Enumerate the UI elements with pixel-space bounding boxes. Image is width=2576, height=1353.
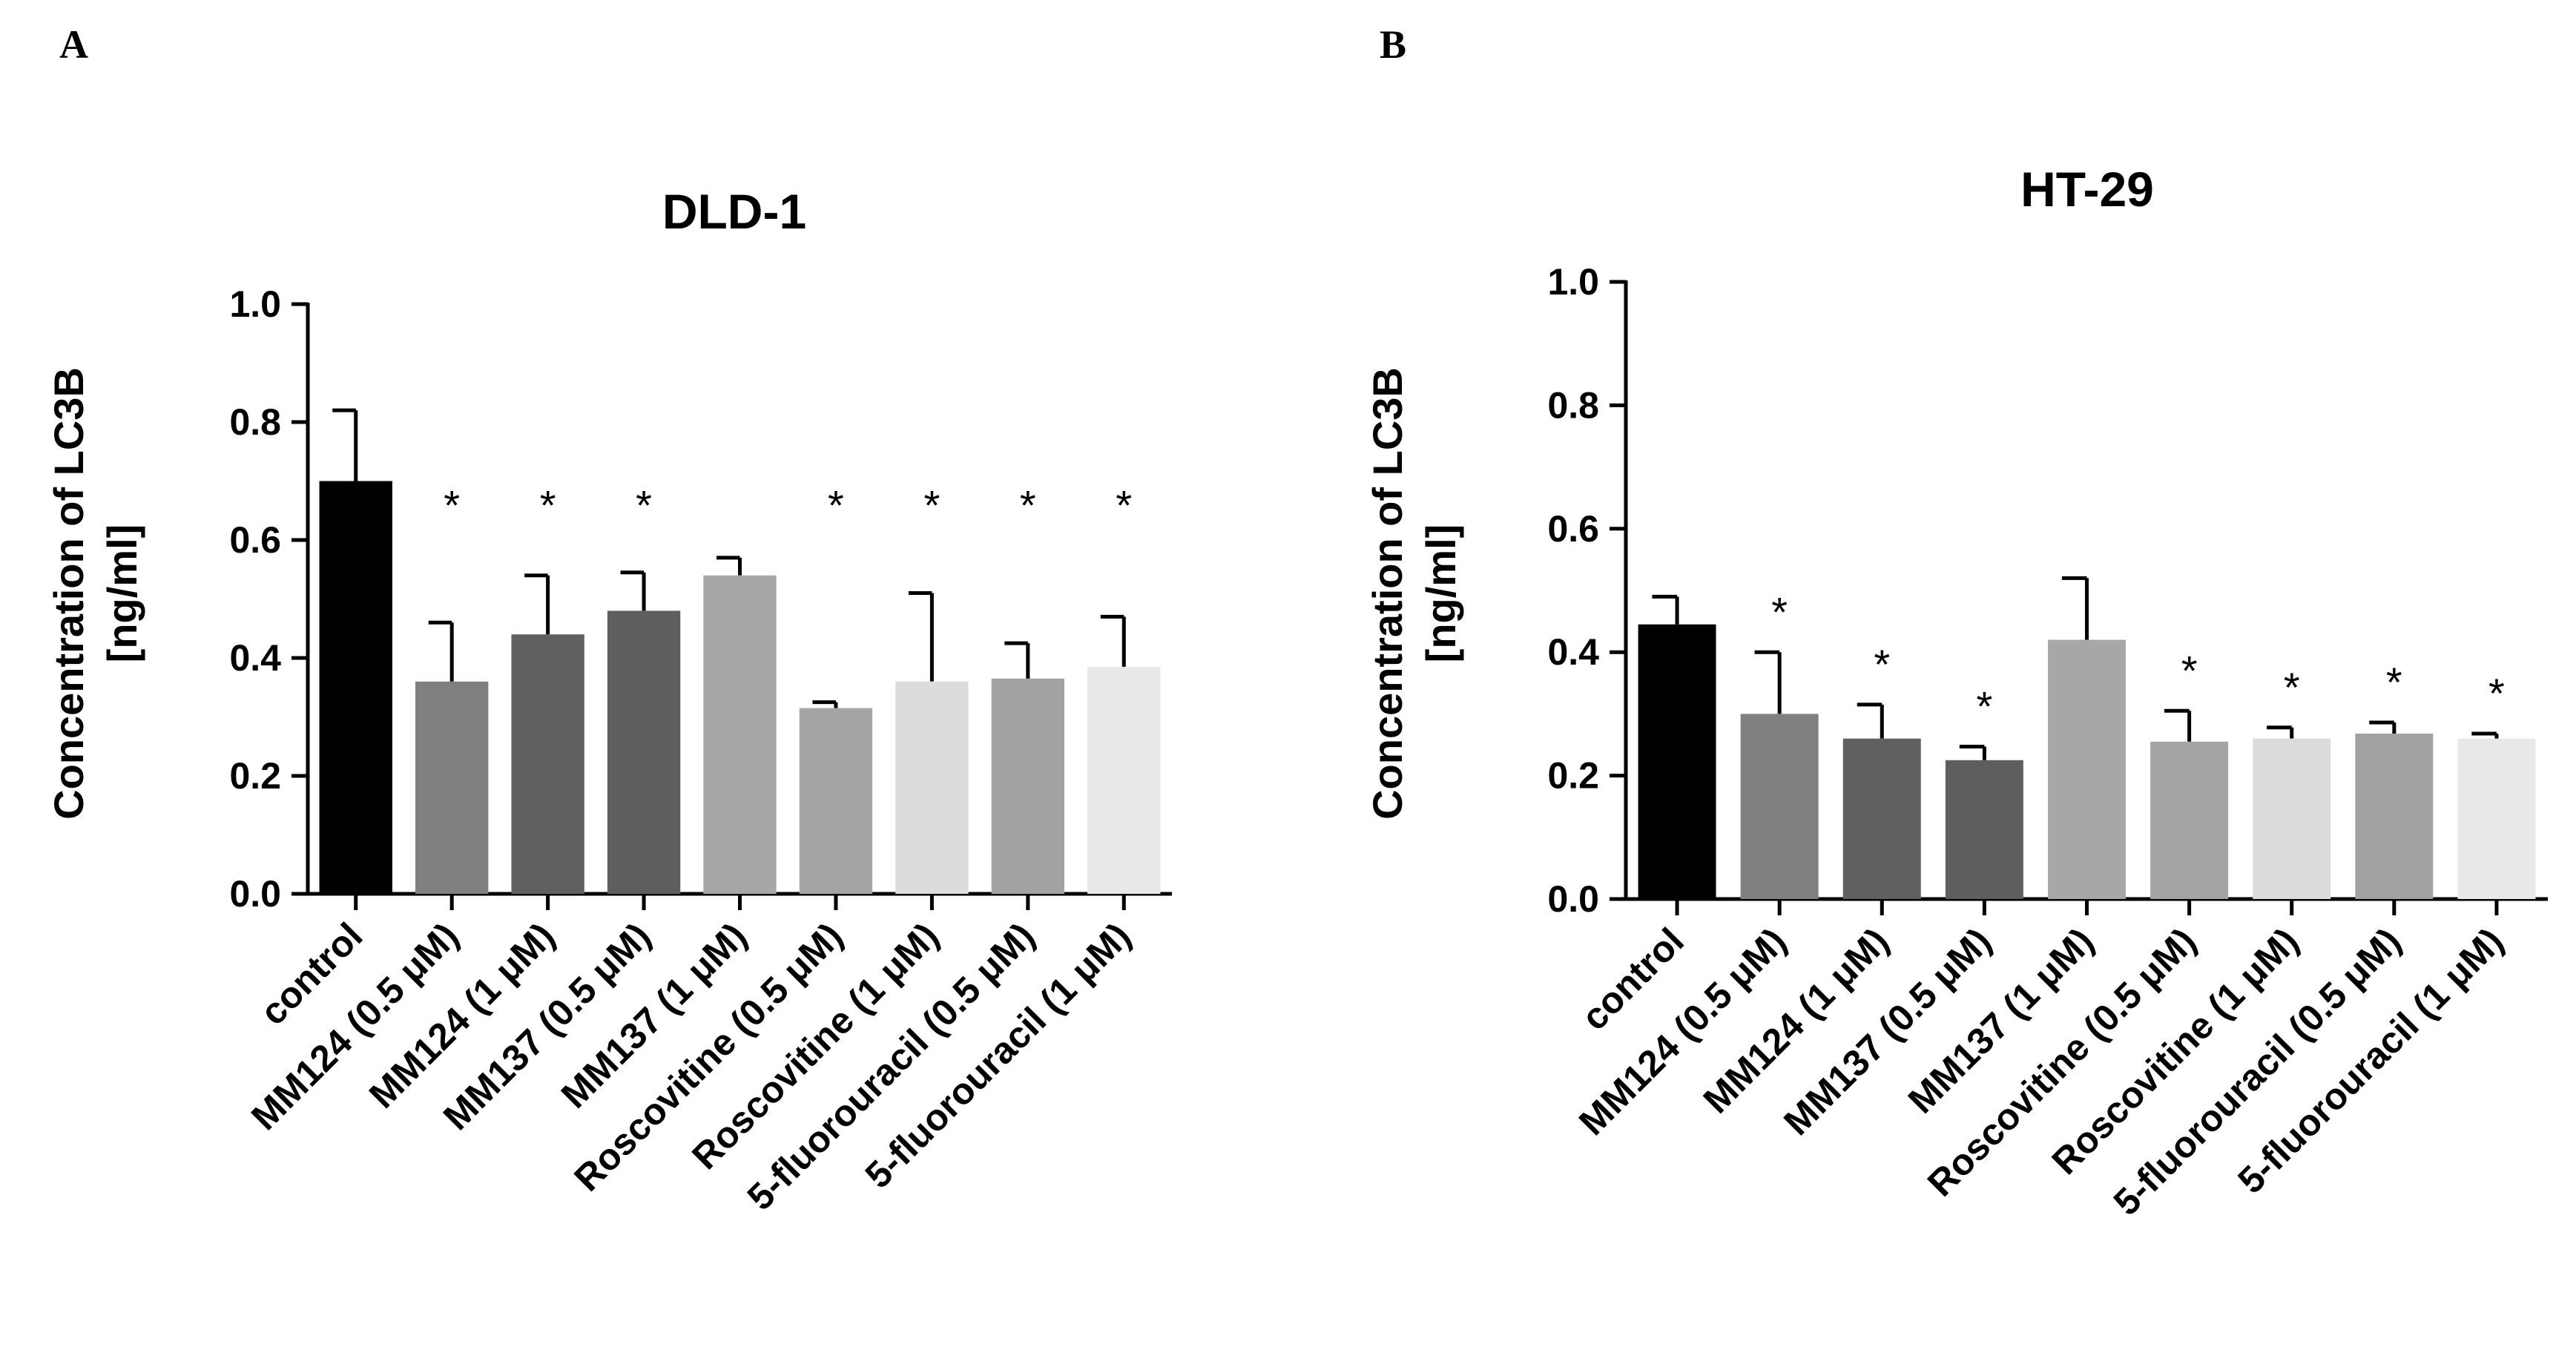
y-axis-label: Concentration of LC3B [ng/ml] — [45, 367, 145, 820]
y-tick-label: 0.6 — [1547, 508, 1599, 550]
panel-label-b: B — [1380, 22, 1406, 67]
bar — [511, 634, 584, 894]
significance-marker: * — [1771, 588, 1788, 635]
y-tick-label: 0.8 — [229, 401, 281, 443]
y-axis-label-line1: Concentration of LC3B — [1364, 367, 1411, 820]
y-axis-label: Concentration of LC3B [ng/ml] — [1364, 367, 1464, 820]
bar — [319, 481, 392, 894]
y-tick-label: 0.0 — [229, 873, 281, 915]
bar — [2048, 639, 2126, 899]
significance-marker: * — [1976, 683, 1992, 730]
significance-marker: * — [2386, 659, 2402, 705]
y-axis-label-line2: [ng/ml] — [99, 524, 145, 663]
y-tick-label: 0.2 — [229, 755, 281, 797]
significance-marker: * — [444, 482, 460, 529]
bar — [2253, 738, 2331, 899]
y-tick-label: 0.4 — [229, 637, 281, 679]
panel-label-a: A — [59, 22, 88, 67]
y-tick-label: 0.2 — [1547, 755, 1599, 797]
significance-marker: * — [2181, 647, 2198, 694]
chart-dld1: DLD-1 Concentration of LC3B [ng/ml] 0.0 0.2 0… — [45, 184, 1172, 1218]
y-axis-label-line2: [ng/ml] — [1417, 524, 1464, 663]
bar — [1945, 760, 2023, 899]
y-tick-label: 0.8 — [1547, 384, 1599, 426]
bar — [1842, 738, 1921, 899]
y-tick-label: 1.0 — [229, 283, 281, 325]
bar — [2457, 738, 2536, 899]
y-tick-label: 0.0 — [1547, 878, 1599, 920]
y-tick-label: 0.6 — [229, 519, 281, 561]
significance-marker: * — [2284, 664, 2300, 711]
significance-marker: * — [923, 482, 940, 529]
significance-marker: * — [1020, 482, 1036, 529]
bar — [2150, 741, 2229, 899]
significance-marker: * — [540, 482, 556, 529]
significance-marker: * — [828, 482, 844, 529]
bar — [1087, 666, 1161, 894]
y-tick-label: 0.4 — [1547, 631, 1599, 673]
y-tick-label: 1.0 — [1547, 261, 1599, 303]
bar — [991, 678, 1065, 894]
bar — [415, 681, 489, 894]
x-tick-label: MM124 (1 μM) — [1696, 920, 1897, 1121]
chart-title: DLD-1 — [662, 184, 806, 239]
chart-title: HT-29 — [2020, 162, 2154, 217]
x-tick-label: MM137 (1 μM) — [1900, 920, 2101, 1121]
bar — [1638, 624, 1716, 899]
significance-marker: * — [1116, 482, 1132, 529]
significance-marker: * — [2488, 670, 2505, 717]
bar — [2355, 734, 2434, 899]
bar — [607, 610, 681, 894]
significance-marker: * — [1874, 641, 1890, 688]
bar — [703, 575, 777, 894]
bar — [895, 681, 969, 894]
y-axis-label-line1: Concentration of LC3B — [45, 367, 92, 820]
chart-ht29: HT-29 Concentration of LC3B [ng/ml] 0.0 0.2 0… — [1364, 162, 2548, 1223]
significance-marker: * — [636, 482, 652, 529]
bar — [1740, 714, 1819, 899]
bar — [799, 708, 873, 894]
